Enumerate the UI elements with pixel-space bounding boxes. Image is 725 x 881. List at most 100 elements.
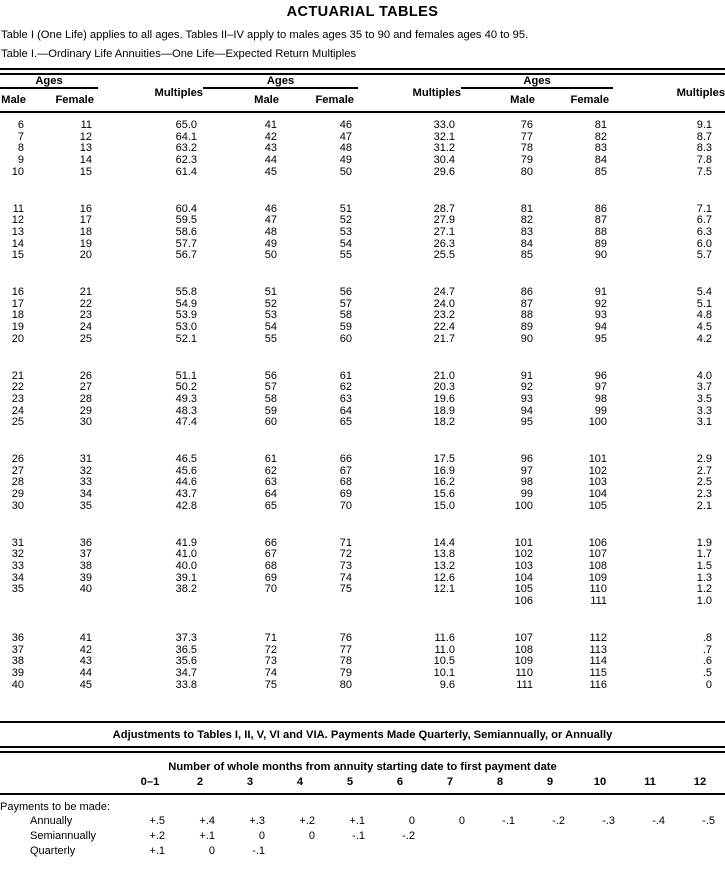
multiple-cell: 4.0 <box>696 369 713 382</box>
table-row: 25 30 47.4 60 65 18.2 95 100 3.1 <box>0 417 725 429</box>
male-cell: 52 <box>264 297 278 310</box>
months-header-row: 0–1 2 3 4 5 6 7 8 9 10 11 12 <box>0 775 725 795</box>
multiples-column-header: Multiples <box>676 87 725 99</box>
adjustment-value-cell <box>625 844 675 859</box>
multiple-cell: 1.2 <box>696 583 713 596</box>
female-cell: 53 <box>339 225 353 238</box>
female-cell: 70 <box>339 499 353 512</box>
payment-frequency-row: Quarterly +.1 0 -.1 <box>0 844 725 859</box>
female-cell: 31 <box>79 453 93 466</box>
male-cell: 67 <box>264 548 278 561</box>
female-cell: 99 <box>594 404 608 417</box>
male-cell: 23 <box>11 392 24 405</box>
table-row: 30 35 42.8 65 70 15.0 100 105 2.1 <box>0 499 725 513</box>
multiple-cell: 5.1 <box>696 297 713 310</box>
female-cell: 104 <box>588 488 608 501</box>
male-cell: 18 <box>11 309 24 322</box>
adjustment-value-cell <box>525 829 575 844</box>
female-cell: 19 <box>79 237 93 250</box>
female-cell: 32 <box>79 464 93 477</box>
female-cell: 63 <box>339 392 353 405</box>
table1-header: Ages Multiples Ages Multiples Ages Multi… <box>0 71 725 112</box>
male-cell: 107 <box>514 631 534 644</box>
multiple-cell: 27.9 <box>433 214 456 227</box>
adjustments-double-rule <box>0 746 725 754</box>
adjustment-value-cell: 0 <box>408 815 415 828</box>
female-cell: 74 <box>339 571 353 584</box>
multiple-cell: 14.4 <box>433 536 456 549</box>
male-cell: 19 <box>11 321 24 334</box>
male-cell: 42 <box>264 130 278 143</box>
adjustments-top-rule <box>0 721 725 724</box>
table-row: 18 23 53.9 53 58 23.2 88 93 4.8 <box>0 310 725 322</box>
female-cell: 97 <box>594 381 608 394</box>
male-cell: 88 <box>520 309 534 322</box>
female-cell: 93 <box>594 309 608 322</box>
female-cell: 50 <box>339 165 353 178</box>
male-cell: 15 <box>11 249 24 262</box>
female-cell: 36 <box>79 536 93 549</box>
female-cell: 67 <box>339 464 353 477</box>
adjustment-value-cell <box>675 829 725 844</box>
female-cell: 87 <box>594 214 608 227</box>
male-cell: 34 <box>11 571 24 584</box>
female-cell: 92 <box>594 297 608 310</box>
female-cell: 68 <box>339 476 353 489</box>
table-row: 9 14 62.3 44 49 30.4 79 84 7.8 <box>0 154 725 167</box>
table-row: 32 37 41.0 67 72 13.8 102 107 1.7 <box>0 549 725 561</box>
female-cell: 25 <box>79 332 93 345</box>
female-cell: 114 <box>589 655 608 668</box>
female-cell: 43 <box>79 655 93 668</box>
female-cell: 11 <box>80 119 93 131</box>
table-row: 31 36 41.9 66 71 14.4 101 106 1.9 <box>0 513 725 550</box>
male-column-header: Male <box>510 94 536 106</box>
multiple-cell: 4.8 <box>696 309 713 322</box>
multiple-cell: 59.5 <box>175 214 198 227</box>
multiple-cell: 34.7 <box>175 666 198 679</box>
payment-frequency-label: Semiannually <box>30 830 97 843</box>
multiple-cell: 63.2 <box>175 142 198 155</box>
male-cell: 16 <box>11 286 24 299</box>
adjustment-value-cell: +.3 <box>249 815 265 828</box>
male-cell: 94 <box>520 404 534 417</box>
adjustment-value-cell: -.1 <box>502 815 515 828</box>
male-cell: 66 <box>264 536 278 549</box>
male-cell: 45 <box>264 165 278 178</box>
adjustment-value-cell: +.2 <box>149 830 165 843</box>
male-cell: 102 <box>514 548 534 561</box>
multiple-cell: 3.7 <box>696 381 713 394</box>
male-cell: 26 <box>11 453 24 466</box>
male-cell <box>203 596 283 608</box>
male-cell: 78 <box>520 142 534 155</box>
multiple-cell: 39.1 <box>175 571 198 584</box>
female-cell: 59 <box>339 321 353 334</box>
multiple-cell: 1.5 <box>696 559 713 572</box>
multiple-cell: 33.0 <box>433 119 456 131</box>
female-cell: 71 <box>339 536 353 549</box>
ages-group-header: Ages <box>0 71 99 89</box>
multiple-cell: 10.1 <box>433 666 456 679</box>
multiple-cell: 3.3 <box>696 404 713 417</box>
multiple-cell: 18.9 <box>433 404 456 417</box>
table-row: 24 29 48.3 59 64 18.9 94 99 3.3 <box>0 404 725 418</box>
male-cell: 93 <box>520 392 534 405</box>
female-cell: 75 <box>339 583 353 596</box>
multiple-cell: 46.5 <box>175 453 198 466</box>
female-cell: 60 <box>339 332 353 345</box>
female-cell: 41 <box>79 631 93 644</box>
month-header-cell: 5 <box>346 776 354 789</box>
female-cell: 26 <box>79 369 93 382</box>
female-cell: 107 <box>588 548 608 561</box>
female-cell: 17 <box>79 214 93 227</box>
multiple-cell: 65.0 <box>175 119 198 131</box>
female-cell: 12 <box>79 130 93 143</box>
male-cell: 87 <box>520 297 534 310</box>
male-cell: 36 <box>11 631 24 644</box>
multiple-cell: 17.5 <box>433 453 456 466</box>
female-cell: 91 <box>594 286 608 299</box>
female-cell: 40 <box>79 583 93 596</box>
male-cell: 70 <box>264 583 278 596</box>
ages-group-header: Ages <box>203 71 359 89</box>
table-row: 33 38 40.0 68 73 13.2 103 108 1.5 <box>0 559 725 573</box>
multiple-cell: 0 <box>705 678 713 691</box>
